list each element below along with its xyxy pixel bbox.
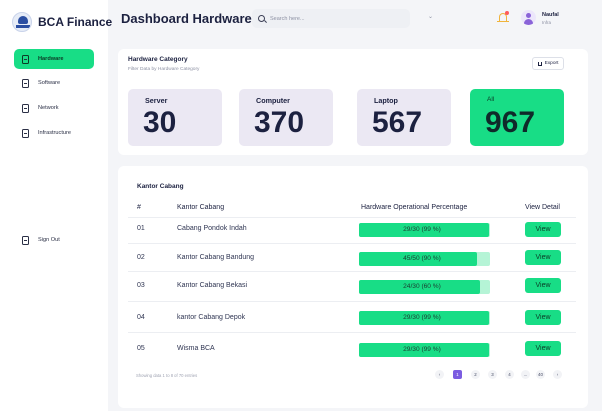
stat-card-all[interactable]: All 967 [470, 89, 564, 146]
brand-name: BCA Finance [38, 15, 113, 29]
row-number: 05 [137, 345, 145, 352]
view-button[interactable]: View [525, 310, 561, 325]
branch-name: Kantor Cabang Bandung [177, 254, 255, 261]
percentage-bar-fill [359, 252, 477, 266]
stat-label: Computer [256, 96, 290, 105]
sidebar-item-label: Network [38, 105, 59, 111]
hardware-category-card: Hardware Category Filter Data by Hardwar… [118, 49, 588, 155]
branch-name: Kantor Cabang Bekasi [177, 282, 248, 289]
sidebar-item-label: Software [38, 80, 61, 86]
stat-value: 567 [372, 106, 423, 139]
percentage-bar: 29/30 (99 %) [359, 343, 490, 357]
row-divider [128, 243, 576, 244]
document-icon [22, 103, 29, 113]
search-bar[interactable] [252, 9, 410, 28]
stat-value: 30 [143, 106, 177, 139]
stat-label: All [487, 96, 495, 103]
user-role: Infra [542, 20, 552, 25]
row-divider [128, 332, 576, 333]
bca-logo [12, 12, 32, 32]
view-button[interactable]: View [525, 250, 561, 265]
search-icon [258, 15, 265, 22]
card-title: Hardware Category [128, 56, 188, 63]
sidebar-item-hardware[interactable]: Hardware [14, 49, 94, 69]
pagination-page[interactable]: 3 [488, 370, 497, 379]
column-header-branch: Kantor Cabang [177, 204, 225, 211]
sign-out-button[interactable]: Sign Out [14, 230, 94, 250]
document-icon [22, 128, 29, 138]
percentage-bar-fill [359, 343, 489, 357]
brand: BCA Finance [12, 12, 112, 32]
stat-label: Laptop [374, 96, 398, 105]
export-button[interactable]: Export [532, 57, 564, 70]
view-button[interactable]: View [525, 341, 561, 356]
row-number: 03 [137, 282, 145, 289]
column-header-number: # [137, 204, 141, 211]
branch-name: Wisma BCA [177, 345, 215, 352]
view-button[interactable]: View [525, 222, 561, 237]
stat-value: 967 [485, 106, 536, 139]
sidebar-item-network[interactable]: Network [14, 98, 94, 118]
pagination-page[interactable]: 2 [471, 370, 480, 379]
stat-label: Server [145, 96, 168, 105]
sidebar-item-label: Hardware [38, 56, 64, 62]
user-name: Naufal [542, 12, 559, 18]
export-label: Export [544, 61, 559, 66]
sidebar-item-infrastructure[interactable]: Infrastructure [14, 123, 94, 143]
row-number: 02 [137, 254, 145, 261]
stat-card-laptop[interactable]: Laptop 567 [357, 89, 451, 146]
percentage-text: 24/30 (60 %) [403, 283, 441, 290]
percentage-text: 29/30 (99 %) [403, 226, 441, 233]
row-divider [128, 271, 576, 272]
percentage-bar-fill [359, 223, 489, 237]
sidebar: BCA Finance Hardware Software Network In… [0, 0, 112, 411]
chevron-down-icon[interactable]: ⌄ [428, 14, 434, 20]
pagination-page[interactable]: 1 [453, 370, 462, 379]
percentage-bar: 29/30 (99 %) [359, 311, 490, 325]
pagination-page[interactable]: 40 [536, 370, 545, 379]
column-header-percentage: Hardware Operational Percentage [361, 204, 468, 211]
table-title: Kantor Cabang [137, 183, 184, 190]
sign-out-icon [22, 235, 29, 245]
page-title: Dashboard Hardware [121, 11, 252, 26]
view-button[interactable]: View [525, 278, 561, 293]
pagination-page[interactable]: 4 [505, 370, 514, 379]
percentage-bar: 45/50 (90 %) [359, 252, 490, 266]
percentage-bar-fill [359, 311, 489, 325]
row-divider [128, 301, 576, 302]
percentage-bar: 29/30 (99 %) [359, 223, 490, 237]
percentage-bar: 24/30 (60 %) [359, 280, 490, 294]
pagination-next[interactable]: › [553, 370, 562, 379]
search-input[interactable] [270, 15, 400, 22]
column-header-view-detail: View Detail [525, 204, 560, 211]
notification-bell-icon[interactable] [496, 11, 510, 25]
branch-name: kantor Cabang Depok [177, 314, 246, 321]
kantor-cabang-card: Kantor Cabang # Kantor Cabang Hardware O… [118, 166, 588, 408]
sidebar-item-label: Infrastructure [38, 130, 71, 136]
percentage-text: 45/50 (90 %) [403, 255, 441, 262]
notification-dot [505, 11, 509, 15]
percentage-bar-fill [359, 280, 480, 294]
branch-name: Cabang Pondok Indah [177, 225, 247, 232]
row-number: 04 [137, 314, 145, 321]
row-number: 01 [137, 225, 145, 232]
document-icon [22, 54, 29, 64]
percentage-text: 29/30 (99 %) [403, 346, 441, 353]
header-divider [128, 217, 576, 218]
percentage-text: 29/30 (99 %) [403, 314, 441, 321]
export-icon [537, 61, 542, 66]
stat-card-server[interactable]: Server 30 [128, 89, 222, 146]
stat-value: 370 [254, 106, 305, 139]
stat-card-computer[interactable]: Computer 370 [239, 89, 333, 146]
avatar[interactable] [521, 10, 536, 25]
sign-out-label: Sign Out [38, 237, 60, 243]
sidebar-item-software[interactable]: Software [14, 73, 94, 93]
pagination-ellipsis: ... [521, 370, 530, 379]
pagination-summary: Showing data 1 to 8 of 70 entries [136, 373, 198, 378]
document-icon [22, 78, 29, 88]
pagination-prev[interactable]: ‹ [435, 370, 444, 379]
card-subtitle: Filter Data by Hardware Category [128, 67, 200, 72]
